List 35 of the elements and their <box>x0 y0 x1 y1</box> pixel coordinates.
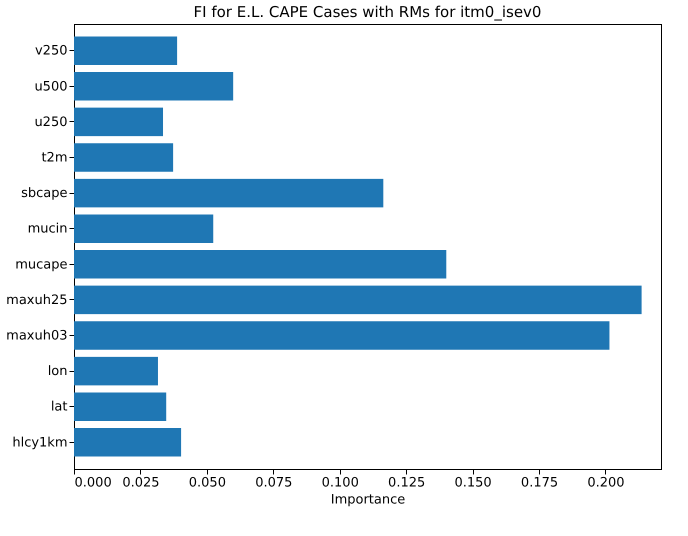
y-tick-label: v250 <box>34 44 68 59</box>
bar <box>74 392 166 421</box>
chart-title: FI for E.L. CAPE Cases with RMs for itm0_isev0 <box>194 3 542 21</box>
bar <box>74 286 642 314</box>
bar <box>74 250 446 279</box>
y-tick-label: hlcy1km <box>12 435 68 450</box>
y-tick-label: u500 <box>34 79 68 94</box>
y-tick-label: t2m <box>41 150 68 166</box>
bar <box>74 36 178 65</box>
y-tick-label: maxuh03 <box>6 328 68 344</box>
x-tick-label: 0.050 <box>188 476 226 490</box>
x-tick-label: 0.125 <box>388 476 426 490</box>
x-tick-label: 0.175 <box>520 476 558 490</box>
y-tick-label: lat <box>50 400 68 415</box>
bar <box>74 143 174 172</box>
bar <box>74 428 182 457</box>
y-tick-label: lon <box>48 364 68 380</box>
x-tick-label: 0.200 <box>587 476 625 490</box>
x-tick-label: 0.025 <box>122 476 160 490</box>
y-tick-label: maxuh25 <box>6 292 68 308</box>
y-tick-label: u250 <box>34 114 68 130</box>
x-tick-label: 0.100 <box>322 476 359 490</box>
y-tick-label: sbcape <box>21 186 68 202</box>
x-tick-label: 0.150 <box>454 476 492 490</box>
bar <box>74 356 158 386</box>
y-tick-label: mucape <box>15 257 68 272</box>
bar <box>74 108 164 136</box>
bar <box>74 178 384 208</box>
y-tick-label: mucin <box>28 222 68 237</box>
bar <box>74 72 234 101</box>
bar <box>74 321 610 350</box>
bar <box>74 214 214 243</box>
x-tick-label: 0.000 <box>74 476 112 490</box>
x-tick-label: 0.075 <box>255 476 292 490</box>
x-axis-title: Importance <box>330 492 406 508</box>
